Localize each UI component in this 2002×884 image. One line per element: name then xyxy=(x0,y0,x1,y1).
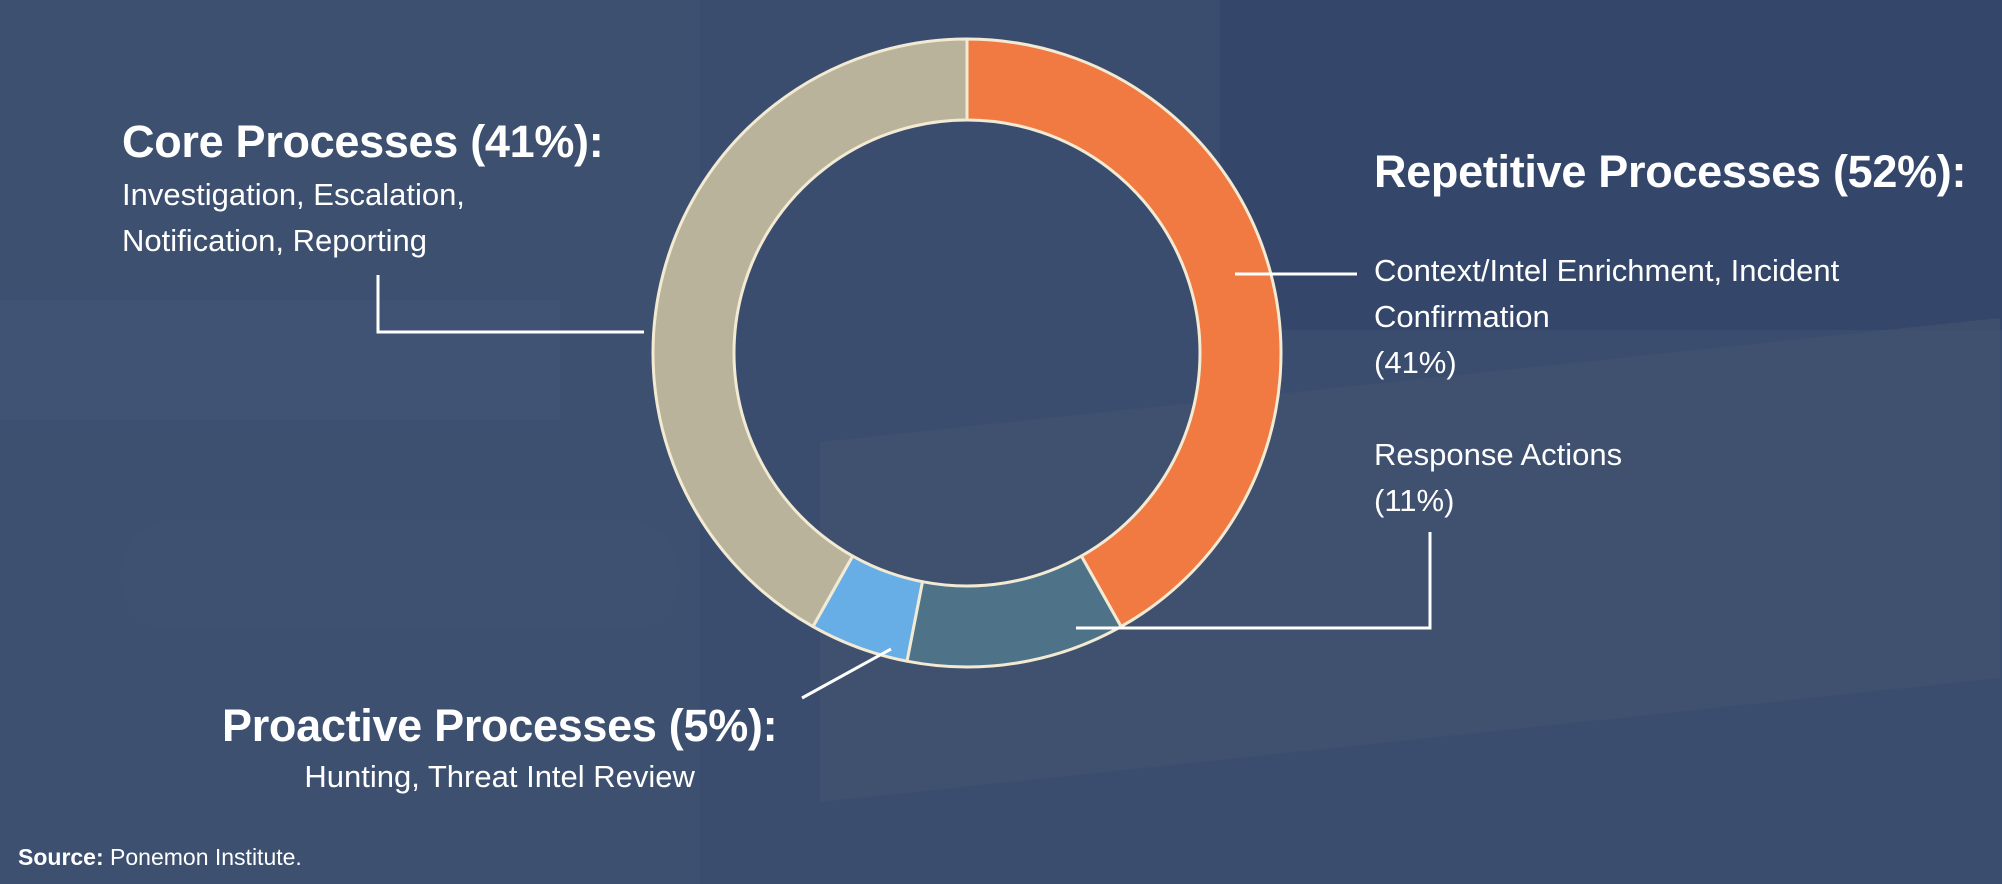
leader-line-response xyxy=(1076,532,1432,630)
response-pct: (11%) xyxy=(1374,483,1455,518)
response-line1: Response Actions xyxy=(1374,437,1623,472)
leader-lines xyxy=(376,272,1432,700)
response-label: Response Actions (11%) xyxy=(1374,432,1622,524)
repetitive-title: Repetitive Processes (52%): xyxy=(1374,146,1967,197)
source-note: Source: Ponemon Institute. xyxy=(18,844,302,871)
enrichment-label: Context/Intel Enrichment, Incident Confi… xyxy=(1374,248,1839,386)
donut-slice-3 xyxy=(651,37,969,629)
core-desc-line2: Notification, Reporting xyxy=(122,223,427,258)
enrichment-pct: (41%) xyxy=(1374,345,1457,380)
core-desc-line1: Investigation, Escalation, xyxy=(122,177,465,212)
proactive-desc: Hunting, Threat Intel Review xyxy=(304,759,695,794)
core-title: Core Processes (41%): xyxy=(122,116,604,167)
leader-line-core xyxy=(376,275,644,334)
enrichment-line2: Confirmation xyxy=(1374,299,1550,334)
donut-slice-1 xyxy=(905,554,1123,669)
proactive-title: Proactive Processes (5%): xyxy=(222,700,778,751)
source-prefix: Source: xyxy=(18,844,104,870)
leader-line-proactive xyxy=(801,647,892,700)
enrichment-line1: Context/Intel Enrichment, Incident xyxy=(1374,253,1840,288)
core-label: Core Processes (41%): Investigation, Esc… xyxy=(122,116,604,264)
donut-slices xyxy=(651,37,1283,669)
source-text: Ponemon Institute. xyxy=(110,844,302,870)
proactive-label: Proactive Processes (5%): Hunting, Threa… xyxy=(222,700,778,800)
donut-slice-0 xyxy=(965,37,1283,629)
